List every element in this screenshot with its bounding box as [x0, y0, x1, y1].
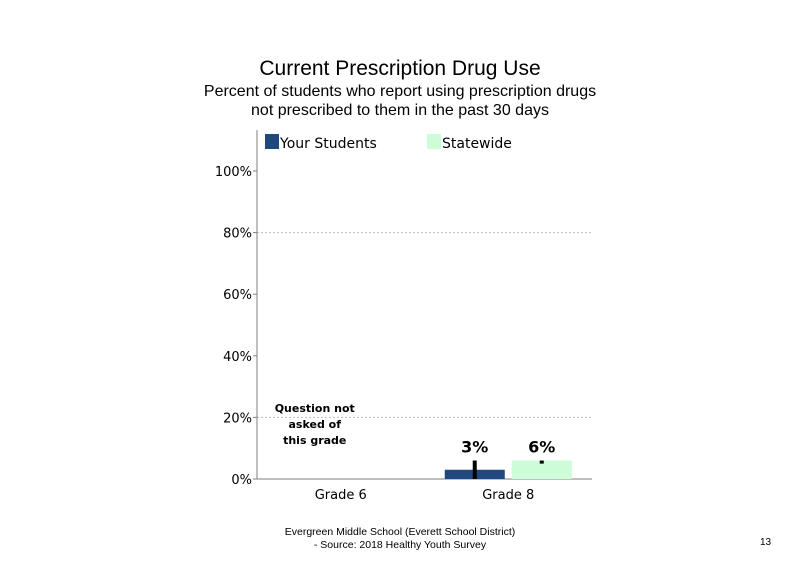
y-tick-labels: 0% 20% 40% 60% 80% 100% [215, 165, 257, 488]
legend-label: Your Students [279, 136, 377, 152]
data-label: 3% [461, 438, 488, 457]
legend-label: Statewide [442, 136, 512, 152]
annotation-line: Question not [275, 402, 355, 415]
page-number: 13 [760, 537, 772, 548]
legend-swatch [265, 134, 279, 149]
chart-subtitle-line-1: Percent of students who report using pre… [203, 83, 597, 100]
annotation-not-asked: Question not asked of this grade [275, 402, 355, 447]
data-labels: 3% 6% [461, 438, 555, 457]
bar-statewide-grade-8 [511, 460, 572, 479]
bars [444, 460, 572, 479]
annotation-line: this grade [283, 434, 346, 447]
y-tick-label: 40% [223, 350, 252, 365]
legend: Your Students Statewide [265, 134, 512, 152]
footer-school: Evergreen Middle School (Everett School … [284, 526, 516, 538]
y-tick-label: 0% [231, 473, 252, 488]
y-tick-label: 60% [223, 288, 252, 303]
gridlines [257, 232, 592, 418]
annotation-line: asked of [289, 418, 342, 431]
y-tick-label: 20% [223, 411, 252, 426]
chart-subtitle-line-2: not prescribed to them in the past 30 da… [251, 102, 549, 119]
y-tick-label: 80% [223, 227, 252, 242]
x-tick-labels: Grade 6 Grade 8 [315, 488, 535, 503]
y-tick-label: 100% [215, 165, 252, 180]
legend-swatch [427, 134, 441, 149]
footer-source: - Source: 2018 Healthy Youth Survey [313, 539, 487, 551]
data-label: 6% [528, 438, 555, 457]
x-tick-label: Grade 8 [482, 488, 534, 503]
x-tick-label: Grade 6 [315, 488, 367, 503]
chart-title: Current Prescription Drug Use [259, 57, 541, 80]
